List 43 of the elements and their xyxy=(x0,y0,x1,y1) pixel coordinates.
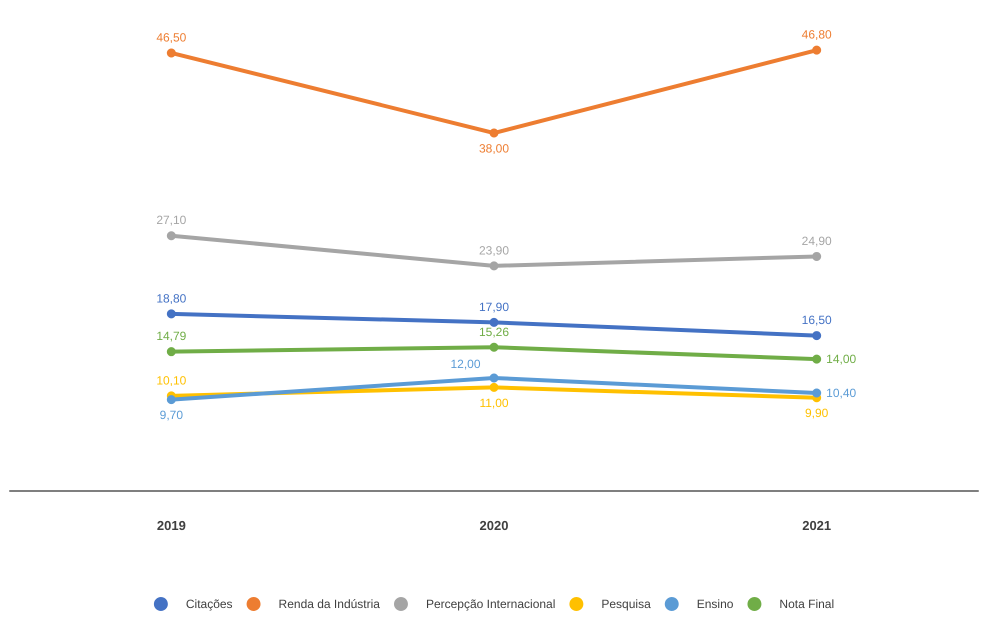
point xyxy=(812,331,822,340)
x-tick-label: 2021 xyxy=(802,518,832,533)
data-label: 10,40 xyxy=(826,386,857,400)
data-label: 17,90 xyxy=(478,300,510,314)
point xyxy=(490,342,498,352)
point xyxy=(812,354,822,364)
point xyxy=(812,252,822,261)
data-label: 9,70 xyxy=(160,408,184,422)
data-label: 23,90 xyxy=(478,243,510,258)
data-label: 9,90 xyxy=(804,406,829,420)
data-label: 12,00 xyxy=(450,356,481,371)
point xyxy=(166,309,176,318)
legend-label: Percepção Internacional xyxy=(426,597,556,611)
data-label: 18,80 xyxy=(156,291,187,306)
data-label: 11,00 xyxy=(479,396,509,410)
data-label: 14,79 xyxy=(156,329,187,344)
data-label: 14,00 xyxy=(826,352,857,366)
point xyxy=(490,373,498,382)
data-label: 10,10 xyxy=(156,373,187,388)
data-label: 15,26 xyxy=(478,324,510,339)
point xyxy=(812,388,822,398)
data-label: 46,50 xyxy=(156,30,187,44)
data-label: 16,50 xyxy=(802,313,832,328)
data-label: 38,00 xyxy=(478,142,510,156)
point xyxy=(166,231,176,240)
legend-label: Ensino xyxy=(696,597,734,611)
data-label: 27,10 xyxy=(156,213,187,228)
point xyxy=(166,347,176,356)
point xyxy=(490,261,498,270)
data-label: 46,80 xyxy=(802,28,832,42)
point xyxy=(812,46,822,55)
point xyxy=(166,395,176,404)
point xyxy=(490,128,498,138)
x-tick-label: 2019 xyxy=(156,518,186,533)
point xyxy=(490,318,498,327)
x-tick-label: 2020 xyxy=(480,518,508,533)
legend-label: Renda da Indústria xyxy=(278,597,380,611)
point xyxy=(490,382,498,392)
point xyxy=(166,48,176,58)
legend-label: Nota Final xyxy=(779,597,834,611)
legend-label: Citações xyxy=(186,597,233,611)
data-label: 24,90 xyxy=(802,234,832,248)
legend-label: Pesquisa xyxy=(601,597,652,611)
